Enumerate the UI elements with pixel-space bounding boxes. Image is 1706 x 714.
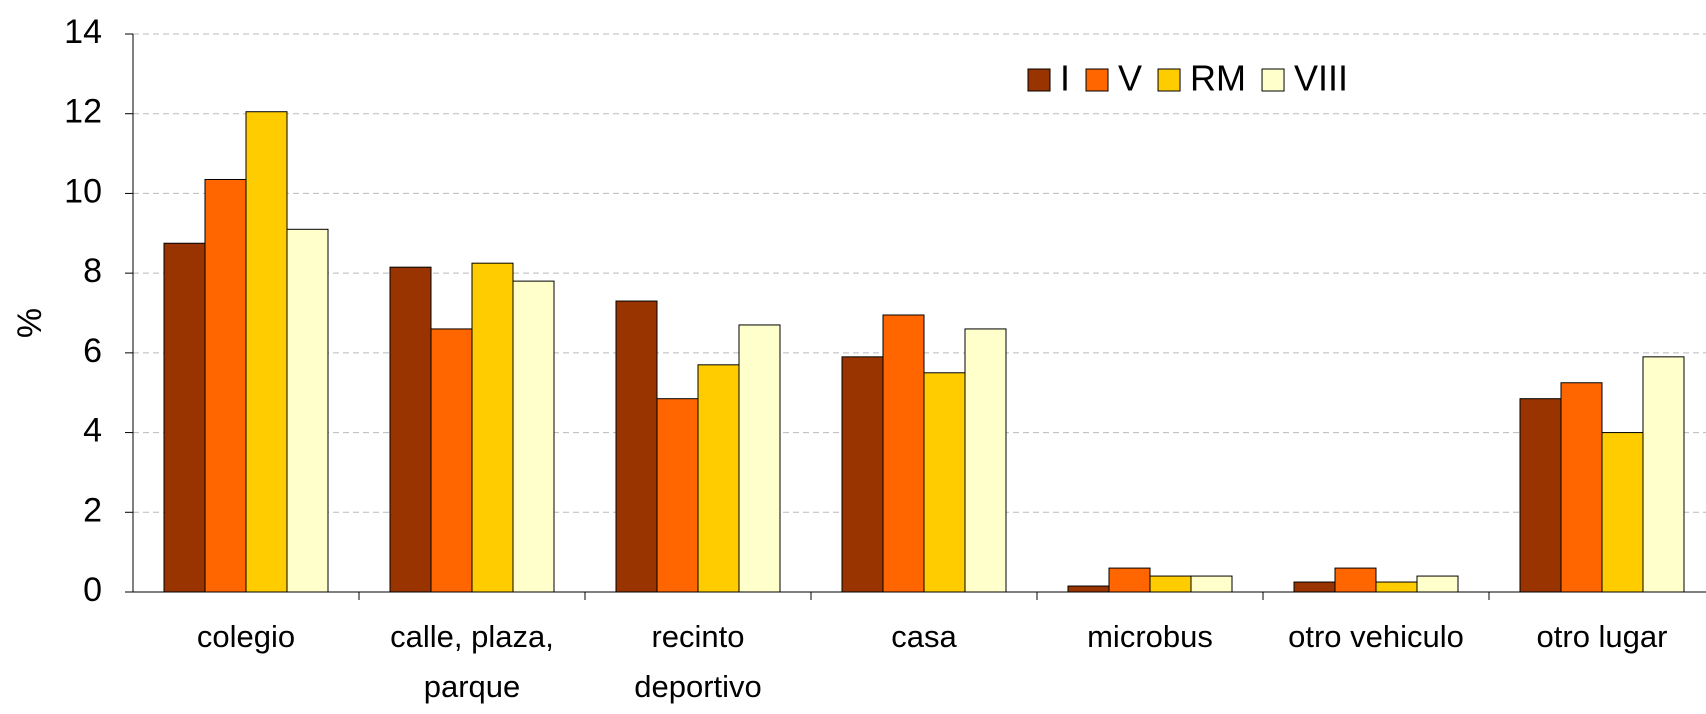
x-tick-label: otro vehiculo [1288, 619, 1464, 654]
y-tick-label: 14 [64, 13, 102, 51]
bar [882, 314, 925, 593]
bar [697, 364, 740, 593]
legend-label: VIII [1294, 58, 1348, 99]
legend-swatch [1085, 68, 1109, 92]
bar [615, 300, 658, 593]
bar [841, 356, 884, 593]
bar [1416, 575, 1459, 593]
y-tick-label: 2 [83, 491, 102, 529]
bar [923, 372, 966, 593]
y-tick-label: 4 [83, 412, 102, 450]
x-tick-label: colegio [196, 619, 296, 654]
bar [430, 328, 473, 593]
bar [1375, 581, 1418, 593]
bar [163, 242, 206, 593]
x-tick-label: microbus [1087, 619, 1213, 654]
bar [245, 111, 288, 593]
bar [1642, 356, 1685, 593]
x-tick-label: recinto deportivo [634, 619, 762, 704]
legend-swatch [1261, 68, 1285, 92]
bar [1601, 432, 1644, 593]
y-tick-label: 0 [83, 571, 102, 609]
bar [1190, 575, 1233, 593]
y-axis-label: % [11, 308, 49, 338]
bar [204, 178, 247, 593]
x-tick-label: calle, plaza, parque [390, 619, 554, 704]
bar [738, 324, 781, 593]
bar [1334, 567, 1377, 593]
bar [1149, 575, 1192, 593]
bar [471, 262, 514, 593]
legend-swatch [1157, 68, 1181, 92]
legend-label: I [1060, 58, 1070, 99]
bar [1519, 398, 1562, 593]
x-tick-label: otro lugar [1536, 619, 1668, 654]
legend-swatch [1027, 68, 1051, 92]
bar [389, 266, 432, 593]
bar [512, 280, 555, 593]
bar [1108, 567, 1151, 593]
bar [964, 328, 1007, 593]
x-tick-label: casa [891, 619, 957, 654]
y-tick-label: 12 [64, 93, 102, 131]
legend-label: RM [1190, 58, 1246, 99]
y-tick-label: 10 [64, 172, 102, 210]
bar [286, 228, 329, 593]
bar [1067, 585, 1110, 593]
y-tick-label: 8 [83, 252, 102, 290]
bar [1293, 581, 1336, 593]
legend-label: V [1118, 58, 1142, 99]
y-tick-label: 6 [83, 332, 102, 370]
bar [1560, 382, 1603, 593]
bar [656, 398, 699, 593]
